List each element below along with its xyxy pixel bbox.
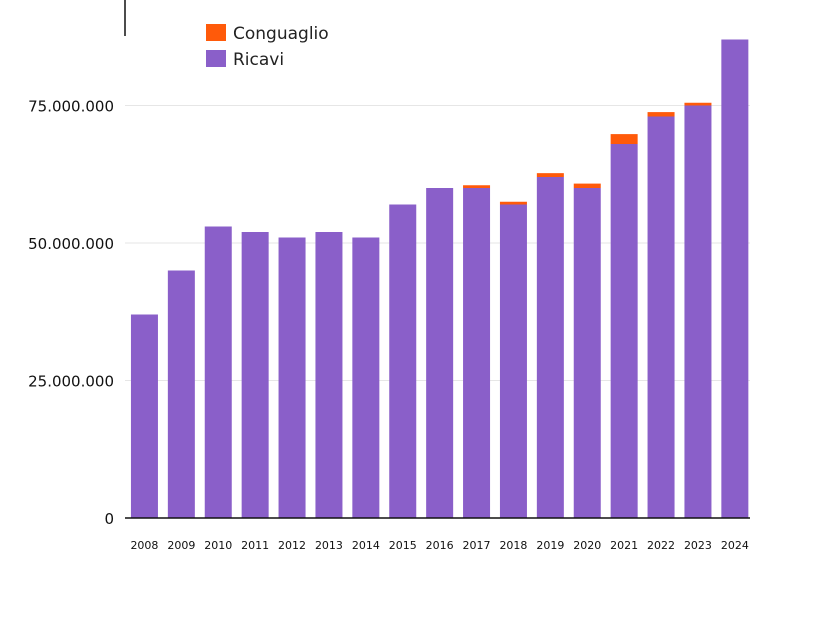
x-tick-label: 2013: [315, 539, 343, 552]
bar-ricavi[interactable]: [426, 188, 454, 518]
y-tick-labels: 0 25.000.000 50.000.000 75.000.000: [28, 98, 114, 529]
x-tick-labels: 2008 2009 2010 2011 2012 2013 2014 2015 2016 2017…: [130, 539, 748, 552]
bar-conguaglio[interactable]: [647, 112, 675, 117]
x-tick-label: 2022: [647, 539, 675, 552]
x-tick-label: 2017: [463, 539, 491, 552]
x-tick-label: 2009: [167, 539, 195, 552]
y-tick-label: 25.000.000: [28, 373, 114, 391]
bar-ricavi[interactable]: [167, 270, 195, 519]
bar-ricavi[interactable]: [610, 144, 638, 518]
bar-ricavi[interactable]: [684, 105, 712, 519]
bar-conguaglio[interactable]: [499, 201, 527, 205]
bar-ricavi[interactable]: [130, 314, 158, 519]
y-tick-label: 75.000.000: [28, 98, 114, 116]
bar-ricavi[interactable]: [241, 232, 269, 518]
bar-ricavi[interactable]: [463, 188, 491, 518]
bar-ricavi[interactable]: [536, 177, 564, 518]
x-tick-label: 2021: [610, 539, 638, 552]
bar-ricavi[interactable]: [278, 237, 306, 519]
bar-conguaglio[interactable]: [573, 183, 601, 188]
bar-conguaglio[interactable]: [536, 173, 564, 177]
bar-ricavi[interactable]: [647, 116, 675, 519]
bar-ricavi[interactable]: [389, 204, 417, 519]
bar-ricavi[interactable]: [352, 237, 380, 519]
y-tick-label: 0: [104, 510, 114, 528]
bar-ricavi[interactable]: [499, 204, 527, 519]
legend-label-ricavi[interactable]: Ricavi: [233, 50, 284, 70]
axes: [124, 0, 750, 519]
x-tick-label: 2010: [204, 539, 232, 552]
x-tick-label: 2016: [426, 539, 454, 552]
bars: [130, 39, 749, 519]
legend[interactable]: Conguaglio Ricavi: [206, 24, 329, 70]
bar-ricavi[interactable]: [204, 226, 232, 519]
bar-conguaglio[interactable]: [610, 134, 638, 144]
x-tick-label: 2019: [536, 539, 564, 552]
bar-conguaglio[interactable]: [463, 185, 491, 188]
legend-swatch-conguaglio[interactable]: [206, 24, 226, 41]
x-tick-label: 2008: [130, 539, 158, 552]
y-tick-label: 50.000.000: [28, 235, 114, 253]
x-tick-label: 2023: [684, 539, 712, 552]
bar-ricavi[interactable]: [573, 188, 601, 518]
x-tick-label: 2024: [721, 539, 749, 552]
x-tick-label: 2020: [573, 539, 601, 552]
x-tick-label: 2015: [389, 539, 417, 552]
legend-swatch-ricavi[interactable]: [206, 50, 226, 67]
x-tick-label: 2011: [241, 539, 269, 552]
bar-ricavi[interactable]: [315, 232, 343, 518]
x-tick-label: 2012: [278, 539, 306, 552]
x-tick-label: 2014: [352, 539, 380, 552]
x-tick-label: 2018: [499, 539, 527, 552]
bar-conguaglio[interactable]: [684, 102, 712, 106]
bar-ricavi[interactable]: [721, 39, 749, 519]
legend-label-conguaglio[interactable]: Conguaglio: [233, 24, 329, 44]
